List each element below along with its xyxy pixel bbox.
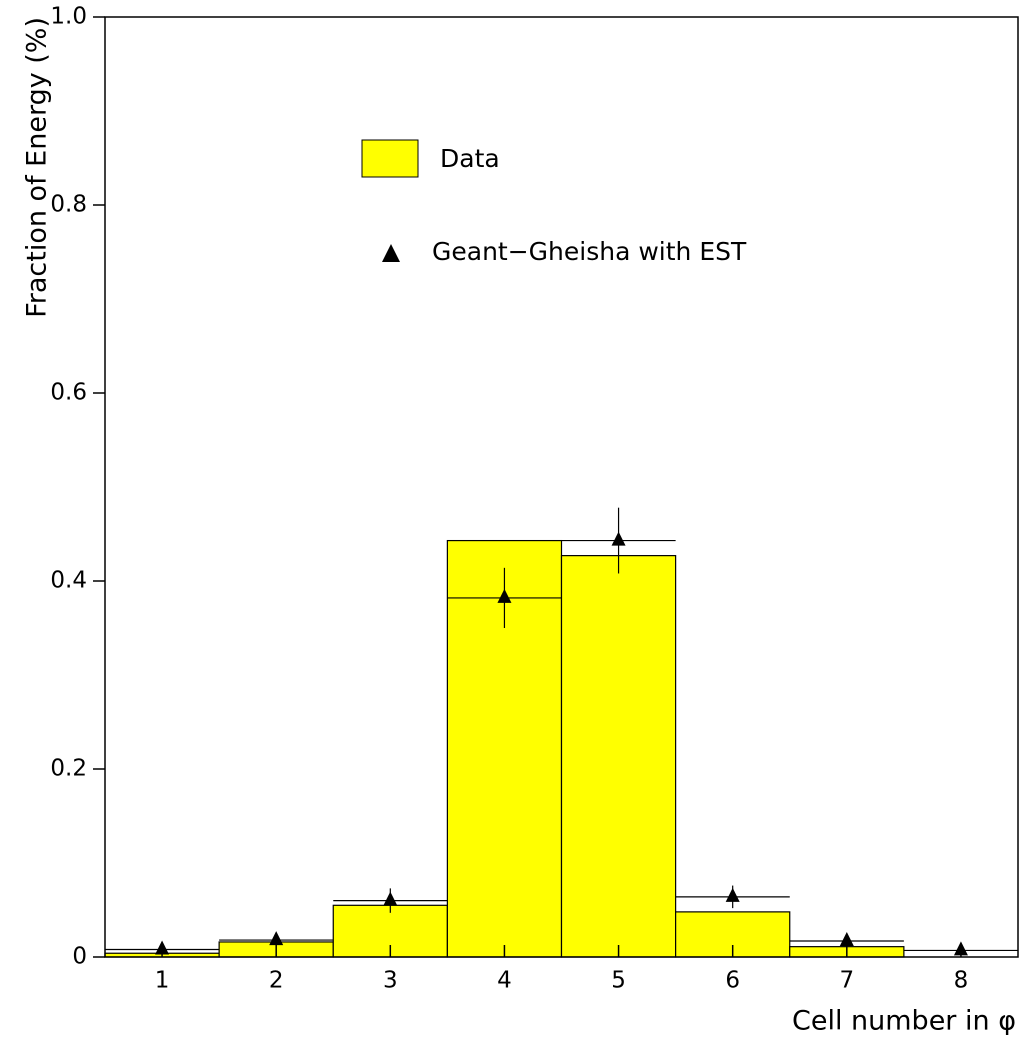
marker [497, 588, 512, 603]
x-tick-label: 1 [155, 968, 170, 994]
marker [839, 932, 854, 947]
y-tick-label: 0 [72, 944, 87, 970]
plot-frame [104, 16, 1019, 958]
marker [269, 931, 284, 946]
y-tick-label: 0.4 [50, 568, 87, 594]
y-tick-label: 0.6 [50, 380, 87, 406]
bar [560, 555, 677, 958]
y-axis-label: Fraction of Energy (%) [22, 17, 53, 318]
y-tick-label: 1.0 [50, 4, 87, 30]
x-tick-label: 5 [611, 968, 626, 994]
x-tick-label: 4 [497, 968, 512, 994]
marker [383, 891, 398, 906]
y-tick-label: 0.2 [50, 756, 87, 782]
y-tick-label: 0.8 [50, 192, 87, 218]
marker [725, 887, 740, 902]
legend-label: Geant−Gheisha with EST [432, 237, 747, 266]
legend-marker [382, 244, 400, 262]
x-axis-label: Cell number in φ [792, 1006, 1016, 1037]
x-tick-label: 2 [269, 968, 284, 994]
x-tick-label: 3 [383, 968, 398, 994]
legend-swatch [361, 139, 419, 178]
marker [953, 941, 968, 956]
marker [611, 531, 626, 546]
x-tick-label: 8 [954, 968, 969, 994]
marker [155, 940, 170, 955]
legend-label: Data [440, 144, 500, 173]
x-tick-label: 6 [725, 968, 740, 994]
x-tick-label: 7 [839, 968, 854, 994]
